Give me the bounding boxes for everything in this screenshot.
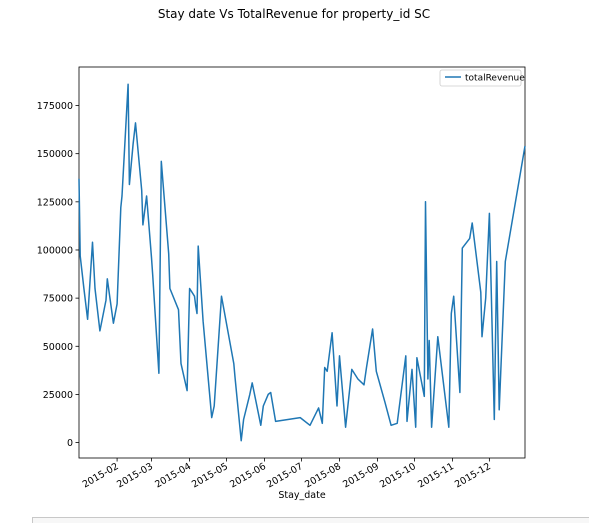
x-tick-label: 2015-09	[341, 461, 381, 490]
legend-box	[439, 69, 522, 87]
plot-area	[78, 66, 526, 459]
y-tick-label: 150000	[37, 149, 73, 160]
y-tick-label: 75000	[43, 294, 73, 305]
y-tick-label: 175000	[37, 101, 73, 112]
series-layer	[78, 83, 526, 442]
series-line-totalRevenue	[78, 83, 526, 442]
y-tick-label: 100000	[37, 245, 73, 256]
x-tick-label: 2015-03	[115, 461, 155, 490]
x-tick-label: 2015-11	[416, 461, 456, 490]
x-tick-label: 2015-06	[228, 461, 268, 490]
x-tick-label: 2015-10	[378, 461, 418, 490]
x-tick-label: 2015-12	[453, 461, 493, 490]
x-tick-label: 2015-07	[265, 461, 305, 490]
bottom-panel-edge	[32, 517, 589, 523]
x-tick-label: 2015-02	[81, 461, 121, 490]
y-tick-label: 125000	[37, 197, 73, 208]
y-tick-label: 0	[67, 438, 73, 449]
chart-title: Stay date Vs TotalRevenue for property_i…	[158, 7, 430, 21]
x-tick-label: 2015-05	[190, 461, 230, 490]
legend-entry-label: totalRevenue	[465, 74, 525, 84]
y-tick-label: 25000	[43, 390, 73, 401]
x-axis-label: Stay_date	[278, 490, 326, 501]
y-axis: 0 25000 50000 75000 100000 125000 150000 175000	[37, 101, 79, 449]
x-tick-label: 2015-04	[153, 461, 193, 490]
x-tick-label: 2015-08	[303, 461, 343, 490]
y-tick-label: 50000	[43, 342, 73, 353]
x-axis: 2015-022015-032015-042015-052015-062015-…	[81, 458, 493, 490]
legend: totalRevenue	[439, 69, 525, 87]
